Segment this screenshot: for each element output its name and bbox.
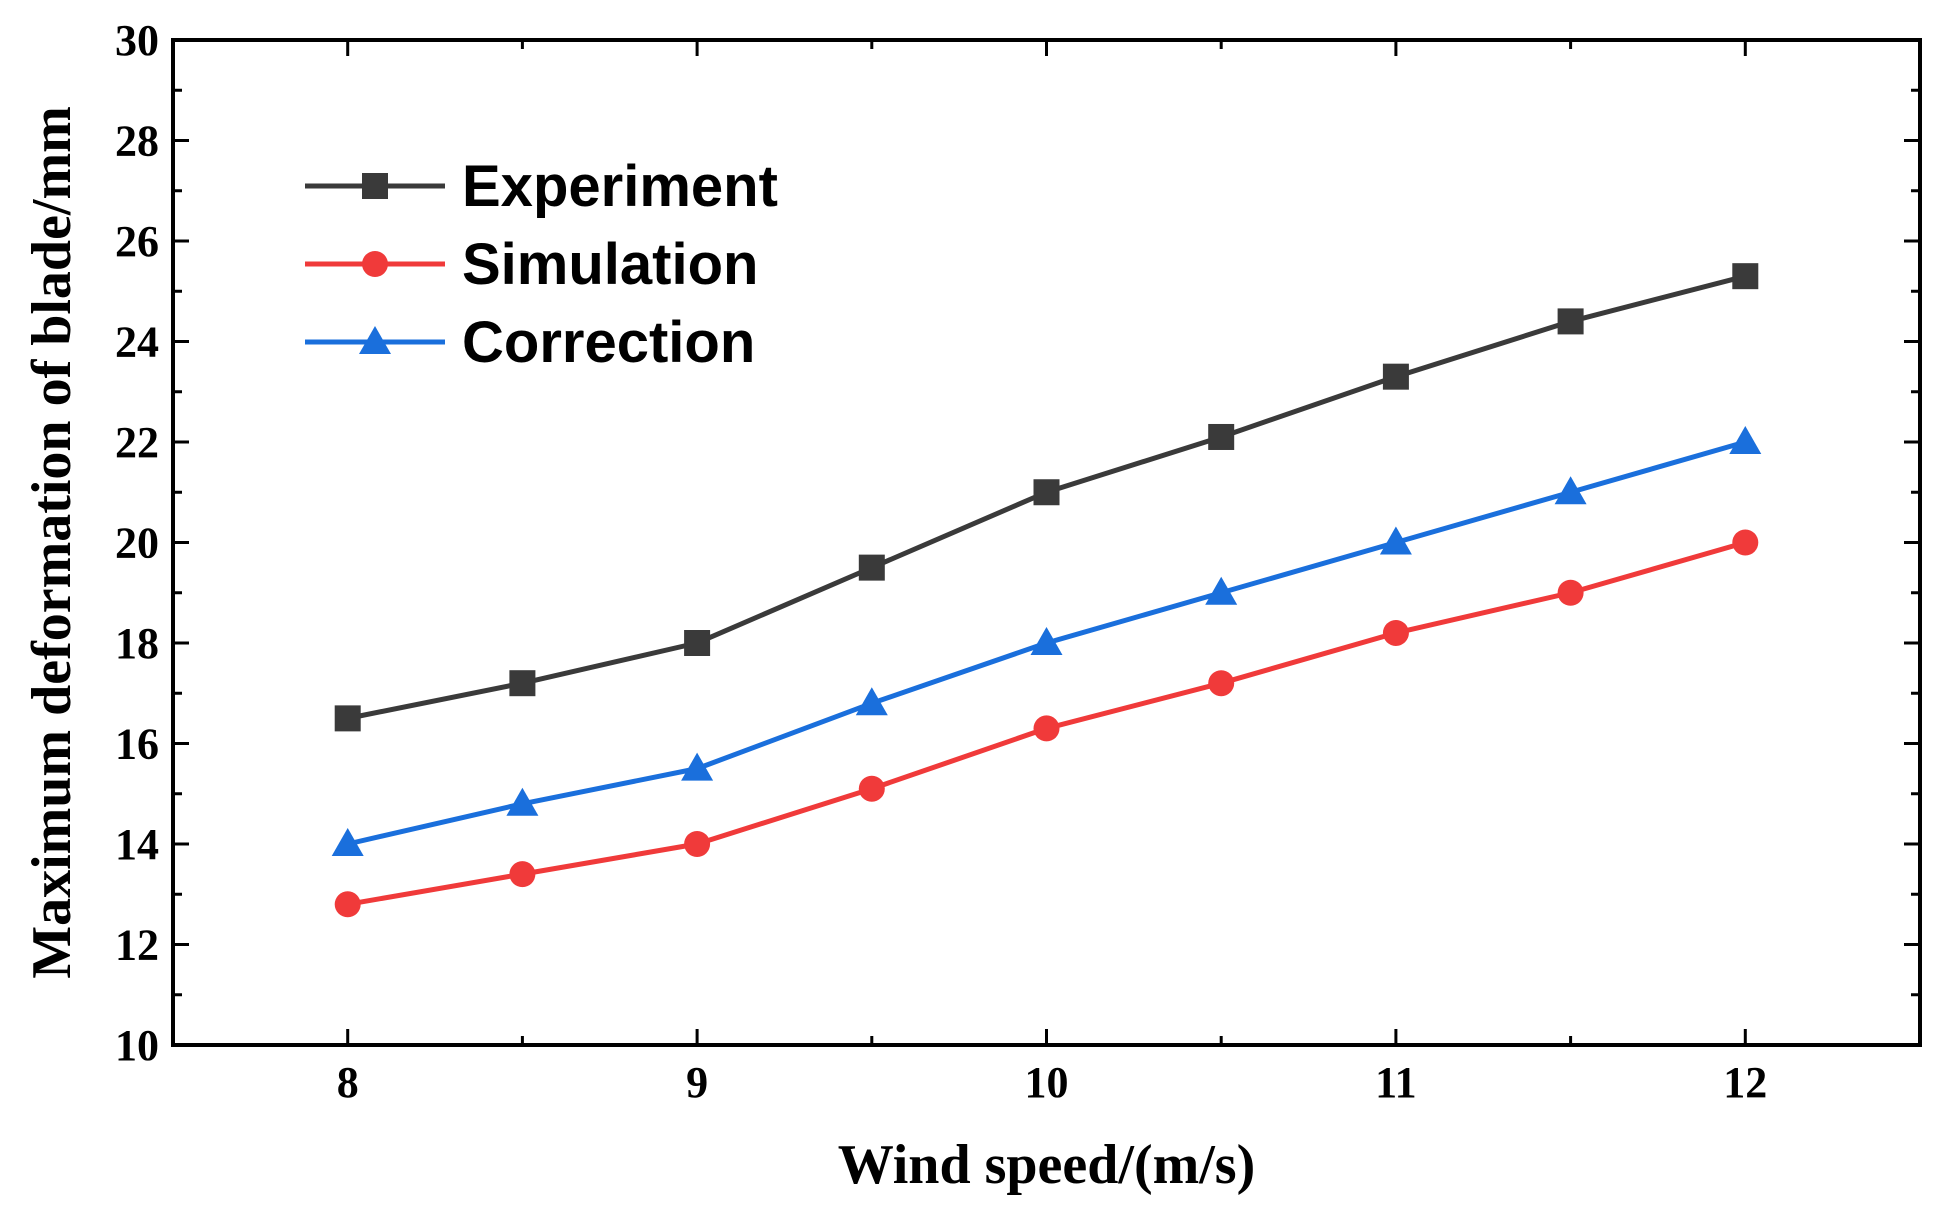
data-point-correction [1030,627,1063,655]
legend-item-correction: Correction [305,310,755,375]
y-axis-title: Maximum deformation of blade/mm [21,106,83,979]
data-point-simulation [1732,529,1759,556]
series-correction [331,426,1762,856]
data-point-experiment [684,630,711,656]
axes: 10 12 14 16 18 20 22 24 26 28 30 8 9 10 11 12 [115,16,1922,1107]
y-tick-label: 10 [115,1021,159,1070]
data-point-experiment [1732,263,1759,290]
y-tick-label: 24 [115,318,159,367]
data-point-simulation [1033,715,1060,742]
y-tick-label: 28 [115,117,159,166]
y-tick-label: 26 [115,217,159,266]
x-tick-label: 12 [1723,1058,1767,1107]
data-point-experiment [334,705,361,732]
y-tick-label: 20 [115,519,159,568]
x-axis-title: Wind speed/(m/s) [838,1134,1255,1196]
data-point-correction [1379,526,1412,555]
data-point-correction [506,787,539,816]
data-point-simulation [1557,579,1584,606]
data-point-experiment [1208,423,1235,450]
y-tick-label: 16 [115,720,159,769]
y-tick-label: 18 [115,619,159,668]
legend-item-simulation: Simulation [305,232,758,297]
series-experiment [334,263,1759,732]
series-simulation [334,529,1759,918]
data-point-simulation [684,831,711,857]
data-point-correction [1729,426,1762,454]
legend-label: Experiment [462,154,778,219]
series-layer [331,263,1762,918]
data-point-experiment [858,554,885,581]
data-point-experiment [1382,363,1409,390]
legend-label: Correction [462,310,755,375]
data-point-correction [1554,476,1587,505]
data-point-correction [331,828,364,856]
legend-marker [362,173,388,199]
data-point-experiment [1557,308,1584,335]
y-tick-label: 30 [115,16,159,65]
data-point-correction [681,752,714,781]
legend-marker [359,326,391,354]
y-tick-label: 12 [115,921,159,970]
legend-label: Simulation [462,232,758,297]
legend-item-experiment: Experiment [305,154,778,219]
data-point-simulation [509,861,536,888]
plot-frame [171,38,1922,1047]
legend: Experiment Simulation Correction [305,154,778,375]
data-point-correction [1205,576,1238,605]
legend-marker [362,251,388,277]
data-point-simulation [858,775,885,802]
x-tick-label: 9 [686,1058,708,1107]
data-point-experiment [1033,479,1060,506]
x-tick-label: 10 [1025,1058,1069,1107]
x-tick-label: 8 [337,1058,359,1107]
data-point-simulation [334,891,361,918]
y-tick-label: 14 [115,820,159,869]
x-tick-label: 11 [1375,1058,1417,1107]
data-point-correction [855,687,888,716]
data-point-simulation [1382,619,1409,646]
y-tick-label: 22 [115,418,159,467]
data-point-experiment [509,670,536,697]
data-point-simulation [1208,670,1235,697]
